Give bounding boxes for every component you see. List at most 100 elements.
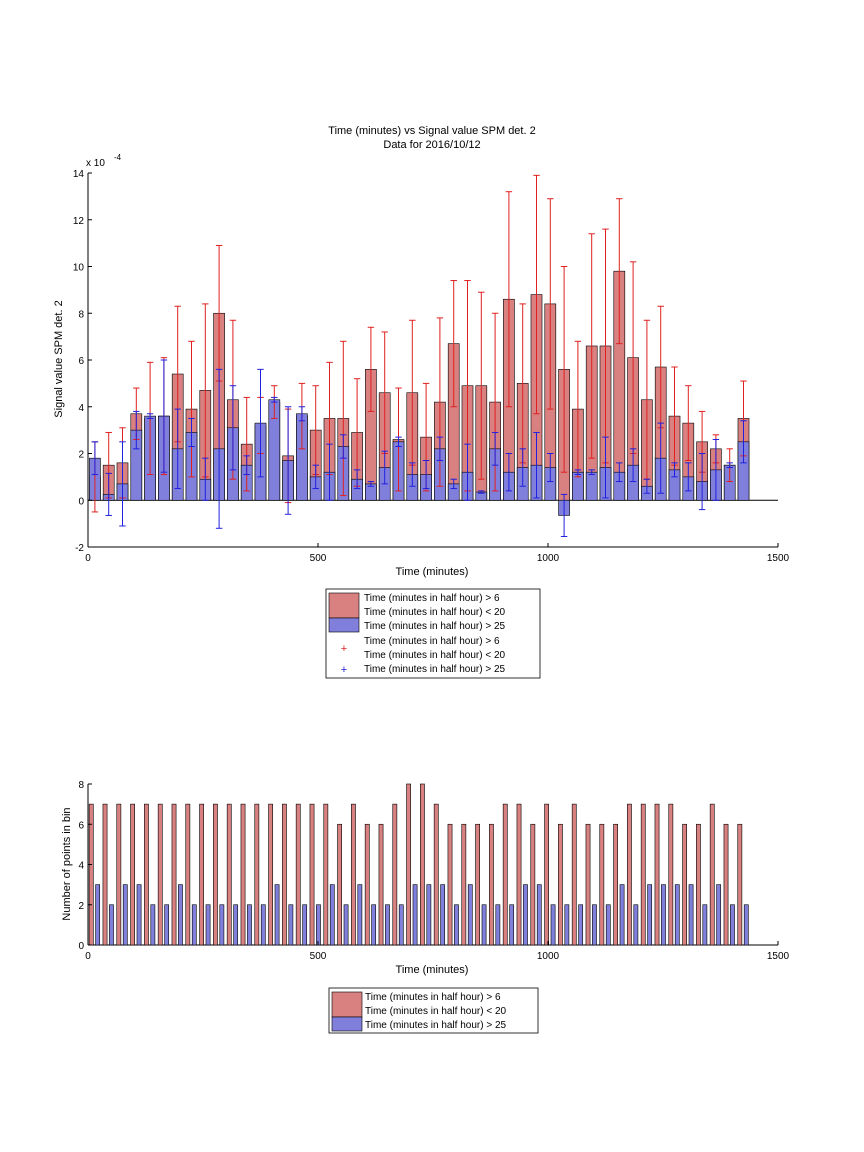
signal-error-bar (491, 431, 499, 466)
signal-error-bar (560, 266, 568, 473)
signal-y-tick-label: 0 (78, 496, 84, 507)
legend-marker-blue: + (341, 664, 347, 676)
signal-error-bar (533, 174, 540, 415)
count-bar (406, 783, 411, 946)
count-bar (157, 803, 163, 946)
signal-error-bar (464, 443, 471, 501)
count-bar (585, 823, 591, 946)
count-bar (274, 884, 280, 946)
legend-swatch-red (328, 592, 360, 619)
signal-error-bar (271, 396, 278, 403)
count-bar (647, 884, 653, 946)
count-bar (102, 803, 108, 946)
signal-error-bar (367, 326, 375, 412)
count-chart: 0 500 1000 1500 0 2 4 6 8 Time (minutes) Number … (61, 780, 790, 1034)
count-bar (357, 884, 363, 946)
count-bar (178, 884, 183, 946)
count-bar (688, 884, 694, 946)
count-y-tick-label: 2 (78, 901, 84, 912)
count-bar (633, 904, 639, 946)
signal-error-bar (174, 408, 181, 490)
signal-error-bar (298, 406, 306, 422)
signal-legend-label: Time (minutes in half hour) > 25 (364, 664, 506, 675)
signal-x-tick-label: 1000 (537, 553, 560, 564)
signal-error-bar (740, 420, 747, 464)
count-bar (130, 803, 135, 946)
signal-error-bar (257, 368, 264, 478)
count-bar (109, 904, 114, 946)
count-bar (481, 904, 487, 946)
count-bar (385, 904, 390, 946)
signal-y-tick-label: 14 (73, 169, 85, 180)
count-bar (337, 823, 342, 946)
legend-swatch-red (331, 991, 363, 1018)
count-bar (454, 904, 459, 946)
count-x-tick-label: 1500 (767, 951, 790, 962)
count-bar (495, 904, 501, 946)
count-bar (95, 884, 101, 946)
count-chart-bars (88, 783, 749, 946)
count-y-tick-label: 4 (78, 861, 84, 872)
count-chart-ticks: 0 500 1000 1500 0 2 4 6 8 (78, 780, 789, 962)
signal-error-bar (712, 438, 720, 501)
signal-error-bar (698, 453, 706, 511)
signal-legend-label: Time (minutes in half hour) > 6 (364, 593, 500, 604)
count-bar (709, 803, 715, 946)
signal-error-bar (326, 443, 333, 501)
count-bar (309, 803, 315, 946)
count-bar (440, 884, 446, 946)
signal-error-bar (519, 448, 526, 487)
count-bar (599, 823, 605, 946)
count-bar (205, 904, 211, 946)
count-bar (122, 884, 128, 946)
count-chart-axes (87, 784, 778, 946)
signal-legend-box (325, 588, 541, 679)
signal-error-bar (505, 191, 513, 408)
count-bar (288, 904, 294, 946)
signal-chart-error-bars (91, 174, 747, 537)
exponent-power: -4 (114, 153, 122, 162)
signal-error-bar (450, 280, 457, 408)
count-x-tick-label: 500 (310, 951, 327, 962)
count-bar (164, 904, 170, 946)
count-bar (171, 803, 177, 946)
signal-error-bar (588, 233, 595, 459)
signal-error-bar (340, 434, 347, 459)
count-bar (392, 803, 398, 946)
signal-error-bar (353, 469, 361, 490)
signal-error-bar (643, 478, 651, 494)
count-bar (564, 904, 570, 946)
signal-error-bar (243, 396, 250, 492)
count-bar (578, 904, 584, 946)
exponent-label: x 10 (86, 158, 105, 169)
signal-error-bar (188, 340, 195, 478)
signal-error-bar (450, 478, 457, 490)
count-chart-legend: Time (minutes in half hour) > 6 Time (min… (328, 987, 539, 1034)
count-bar (351, 803, 356, 946)
signal-y-tick-label: 10 (73, 263, 85, 274)
signal-error-bar (574, 469, 582, 476)
signal-x-tick-label: 500 (310, 553, 327, 564)
signal-error-bar (533, 431, 540, 499)
signal-y-tick-label: -2 (75, 543, 84, 554)
signal-error-bar (146, 413, 154, 419)
signal-y-tick-label: 8 (78, 309, 84, 320)
signal-x-tick-label: 1500 (767, 553, 790, 564)
count-bar (674, 884, 680, 946)
signal-error-bar (436, 436, 444, 462)
signal-error-bar (133, 410, 140, 450)
count-bar (661, 884, 666, 946)
count-bar (502, 803, 508, 946)
count-bar (412, 884, 418, 946)
signal-y-tick-label: 4 (78, 403, 84, 414)
count-bar (219, 904, 225, 946)
count-bar (316, 904, 321, 946)
count-bar (592, 904, 597, 946)
count-x-tick-label: 0 (85, 951, 91, 962)
signal-x-tick-label: 0 (85, 553, 91, 564)
signal-bar (585, 471, 598, 501)
count-y-tick-label: 0 (78, 941, 84, 952)
signal-error-bar (547, 198, 554, 410)
count-bar (654, 803, 660, 946)
signal-chart-xlabel: Time (minutes) (396, 566, 469, 578)
